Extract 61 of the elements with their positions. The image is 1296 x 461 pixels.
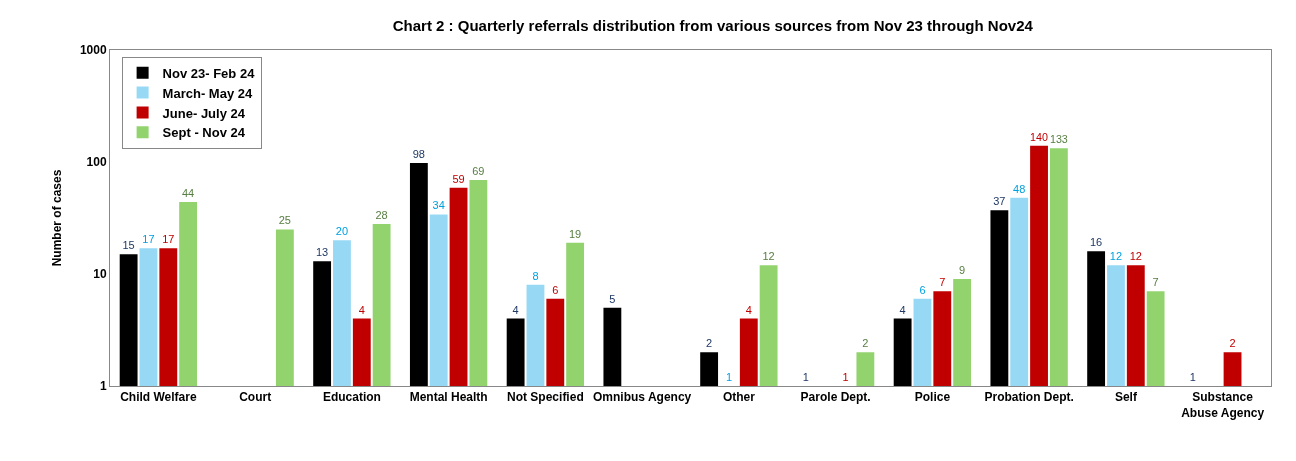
data-label: 17 [162,233,175,246]
data-label: 2 [706,337,713,350]
data-label: 4 [899,303,906,316]
data-label: 17 [142,233,155,246]
data-label: 9 [959,264,966,277]
legend-label: June- July 24 [162,105,246,121]
data-label: 20 [335,225,349,238]
x-tick-label: Other [722,390,756,405]
data-label: 1 [842,371,849,383]
data-label: 8 [532,269,539,282]
data-label: 37 [993,195,1006,208]
data-label: 4 [358,303,365,316]
y-tick-label: 1 [99,379,107,394]
data-label: 16 [1090,236,1103,249]
x-tick-label: Parole Dept. [800,390,871,405]
x-tick-label: Court [239,390,272,405]
x-tick-label: Mental Health [409,390,488,405]
data-label: 12 [1129,250,1142,263]
x-tick-label: Child Welfare [120,390,197,405]
x-tick-label: Self [1114,390,1138,405]
y-tick-label: 100 [86,155,107,170]
data-label: 28 [375,208,388,221]
legend-label: Nov 23- Feb 24 [162,65,256,81]
data-label: 12 [762,250,775,263]
x-tick-label: Not Specified [507,390,584,405]
data-label: 13 [316,246,329,259]
data-label: 25 [278,214,291,227]
data-label: 44 [182,186,195,199]
data-label: 19 [569,227,582,240]
data-label: 1 [802,371,809,383]
legend-label: March- May 24 [162,85,253,101]
y-tick-label: 1000 [79,43,107,58]
data-label: 2 [862,337,869,350]
x-tick-label: Education [322,390,381,405]
data-label: 69 [472,165,485,178]
data-label: 59 [452,172,465,185]
data-label: 4 [512,303,519,316]
data-label: 15 [122,239,135,252]
y-axis-title: Number of cases [50,169,65,267]
data-label: 7 [939,276,946,289]
data-label: 12 [1109,250,1123,263]
x-tick-label: Probation Dept. [984,390,1074,405]
data-label: 140 [1030,130,1049,143]
x-tick-label: Substance Abuse Agency [1181,390,1265,420]
data-label: 2 [1229,337,1236,350]
data-label: 6 [552,283,559,296]
data-label: 1 [1189,371,1196,383]
data-label: 7 [1152,276,1159,289]
chart-title: Chart 2 : Quarterly referrals distribution from various sources from Nov 23 through Nov24 [392,17,1034,35]
data-label: 34 [432,199,445,212]
x-tick-label: Police [914,390,951,405]
data-label: 48 [1013,182,1026,195]
y-tick-label: 10 [93,267,107,282]
data-label: 98 [412,147,425,160]
data-label: 133 [1049,133,1068,146]
x-tick-label: Omnibus Agency [593,390,692,405]
legend-label: Sept - Nov 24 [162,125,246,141]
data-label: 4 [745,303,752,316]
data-label: 5 [609,292,616,305]
data-label: 1 [725,371,733,383]
data-label: 6 [919,283,926,296]
